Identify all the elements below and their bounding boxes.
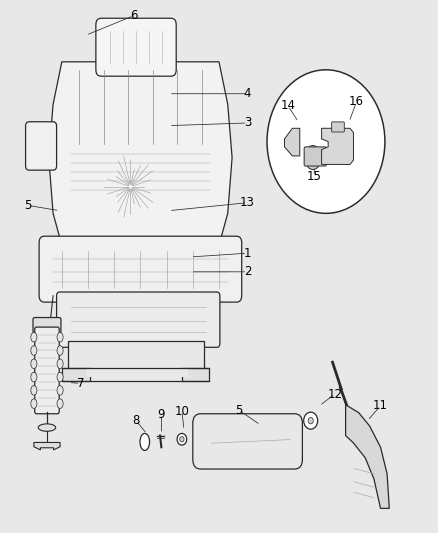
Ellipse shape: [31, 333, 37, 342]
Polygon shape: [346, 405, 389, 508]
Circle shape: [304, 412, 318, 429]
FancyBboxPatch shape: [37, 336, 52, 361]
Text: 8: 8: [132, 414, 140, 427]
Ellipse shape: [57, 333, 63, 342]
Circle shape: [267, 70, 385, 213]
FancyBboxPatch shape: [33, 318, 61, 334]
FancyBboxPatch shape: [96, 18, 176, 76]
Ellipse shape: [57, 399, 63, 408]
Text: 3: 3: [244, 117, 251, 130]
Ellipse shape: [31, 359, 37, 368]
FancyBboxPatch shape: [332, 122, 344, 132]
Text: 5: 5: [24, 199, 32, 212]
Ellipse shape: [31, 372, 37, 382]
Ellipse shape: [31, 346, 37, 356]
Text: 11: 11: [373, 399, 388, 413]
Bar: [86, 368, 188, 377]
Ellipse shape: [31, 385, 37, 395]
Ellipse shape: [140, 433, 150, 450]
Polygon shape: [285, 128, 300, 156]
Ellipse shape: [57, 359, 63, 368]
Ellipse shape: [31, 399, 37, 408]
Text: 10: 10: [174, 405, 189, 417]
Ellipse shape: [57, 385, 63, 395]
Text: 9: 9: [158, 408, 165, 421]
Text: 5: 5: [235, 403, 242, 416]
Text: 15: 15: [307, 169, 321, 183]
Ellipse shape: [304, 146, 321, 169]
Ellipse shape: [177, 433, 187, 445]
Bar: [182, 368, 209, 381]
Text: 14: 14: [280, 100, 296, 112]
Text: 13: 13: [240, 196, 255, 209]
Ellipse shape: [57, 346, 63, 356]
Polygon shape: [49, 62, 232, 245]
Text: 12: 12: [327, 387, 342, 401]
FancyBboxPatch shape: [39, 236, 242, 302]
Polygon shape: [321, 128, 353, 165]
Ellipse shape: [180, 437, 184, 442]
Text: 7: 7: [77, 377, 85, 390]
Text: 16: 16: [349, 95, 364, 108]
Bar: [68, 341, 204, 370]
Text: 6: 6: [130, 9, 138, 22]
Ellipse shape: [57, 372, 63, 382]
FancyBboxPatch shape: [25, 122, 57, 170]
FancyBboxPatch shape: [304, 147, 326, 166]
Polygon shape: [34, 442, 60, 450]
Text: 4: 4: [244, 87, 251, 100]
FancyBboxPatch shape: [193, 414, 302, 469]
Text: 1: 1: [244, 247, 251, 260]
Bar: [62, 368, 90, 381]
Circle shape: [308, 417, 313, 424]
Ellipse shape: [38, 424, 56, 431]
Text: 2: 2: [244, 265, 251, 278]
FancyBboxPatch shape: [57, 292, 220, 348]
FancyBboxPatch shape: [35, 327, 59, 414]
